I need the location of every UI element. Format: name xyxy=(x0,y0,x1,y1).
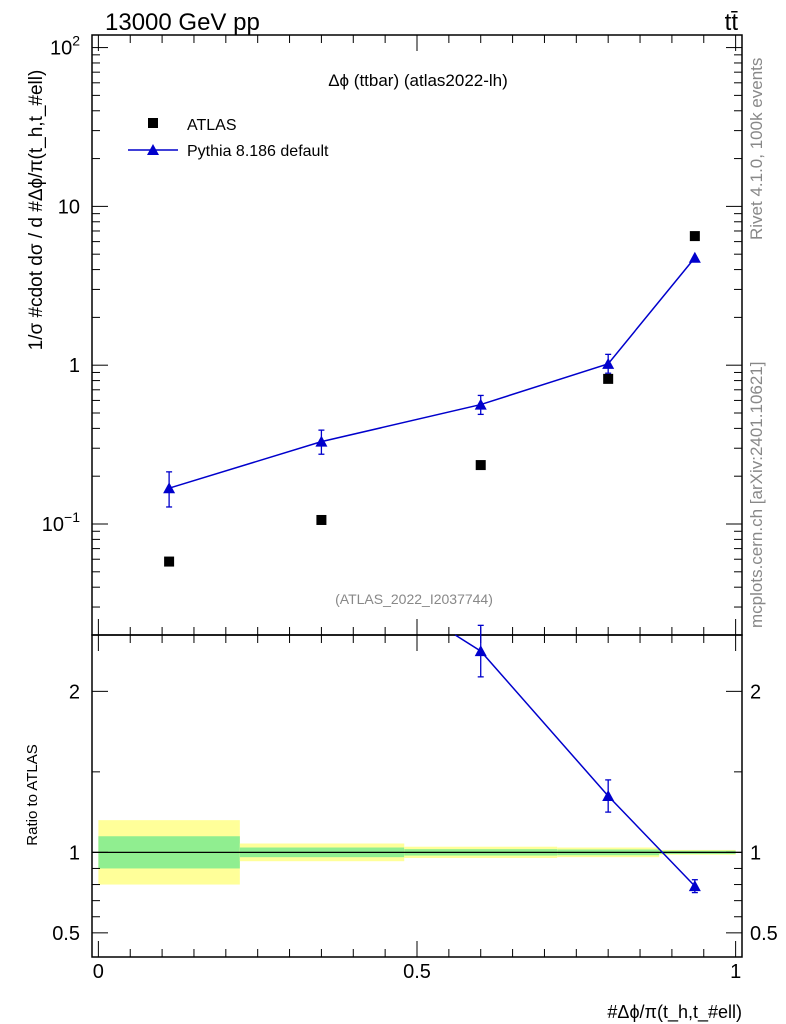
main-y-axis-label: 1/σ #cdot dσ / d #Δϕ/π(t_h,t_#ell) xyxy=(26,70,47,351)
pythia-point xyxy=(315,435,328,447)
ratio-pythia-point xyxy=(688,880,701,892)
y-tick-label: 10−1 xyxy=(42,509,80,536)
atlas-point xyxy=(164,556,175,567)
ratio-pythia-line xyxy=(454,634,696,887)
rivet-label: Rivet 4.1.0, 100k events xyxy=(747,58,766,240)
pythia-line xyxy=(168,257,696,489)
legend: ATLAS Pythia 8.186 default xyxy=(128,117,329,160)
atlas-point xyxy=(475,460,486,471)
main-plot-title: Δϕ (ttbar) (atlas2022-lh) xyxy=(328,71,508,90)
legend-atlas-label: ATLAS xyxy=(187,117,237,134)
ratio-y-tick-label-right: 2 xyxy=(750,681,761,703)
x-tick-label: 0.5 xyxy=(403,961,431,983)
legend-pythia-marker xyxy=(147,144,159,155)
ratio-plot-frame xyxy=(91,634,743,958)
x-tick-label: 1 xyxy=(730,961,741,983)
energy-label: 13000 GeV pp xyxy=(105,9,260,36)
analysis-watermark: (ATLAS_2022_I2037744) xyxy=(335,591,493,607)
ratio-pythia-point xyxy=(602,790,615,801)
legend-pythia-label: Pythia 8.186 default xyxy=(187,143,329,160)
ratio-y-tick-label: 2 xyxy=(69,681,80,703)
ratio-y-axis-label: Ratio to ATLAS xyxy=(24,744,41,845)
ratio-y-tick-label: 0.5 xyxy=(52,923,80,945)
legend-atlas-marker xyxy=(148,118,158,128)
main-plot-panel: 10−1 1 10 102 Δϕ (ttbar) (atlas2022-lh) (AT… xyxy=(26,33,743,636)
atlas-point xyxy=(316,514,327,525)
ratio-y-tick-label-right: 0.5 xyxy=(750,923,778,945)
y-tick-label: 10 xyxy=(58,196,80,218)
ratio-pythia-point xyxy=(474,645,487,657)
ratio-plot-panel: 0 0.5 1 0.5 0.5 1 1 2 2 Ratio to ATLAS #Δϕ/π(t_h… xyxy=(24,624,778,1023)
pythia-point xyxy=(163,482,176,494)
atlas-point xyxy=(603,373,614,384)
pythia-point xyxy=(602,357,615,369)
y-tick-label: 102 xyxy=(50,33,80,60)
x-axis-label: #Δϕ/π(t_h,t_#ell) xyxy=(607,1002,742,1023)
ratio-y-tick-label: 1 xyxy=(69,842,80,864)
process-label: tt̄ xyxy=(725,9,739,36)
atlas-point xyxy=(689,231,700,242)
pythia-point xyxy=(474,398,487,410)
x-tick-label: 0 xyxy=(93,961,104,983)
mcplots-label: mcplots.cern.ch [arXiv:2401.10621] xyxy=(747,362,766,628)
pythia-point xyxy=(688,251,701,263)
y-tick-label: 1 xyxy=(69,355,80,377)
ratio-y-tick-label-right: 1 xyxy=(750,842,761,864)
